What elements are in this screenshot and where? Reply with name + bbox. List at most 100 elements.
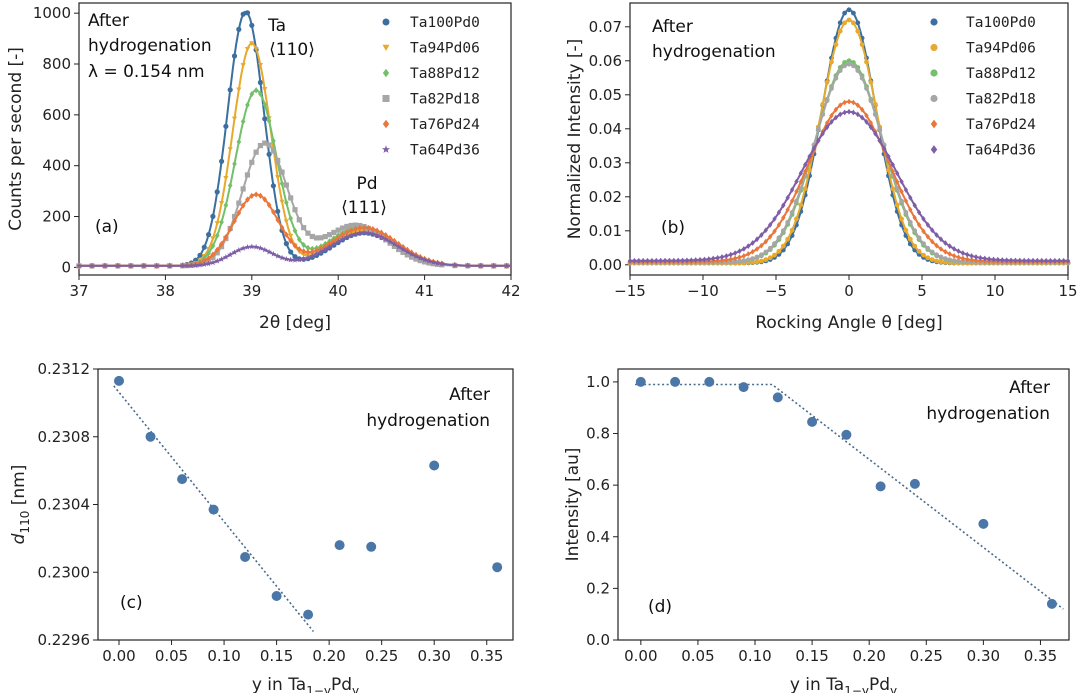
- data-point: [767, 245, 773, 251]
- data-point: [270, 148, 276, 154]
- y-tick-label: 200: [42, 208, 71, 226]
- x-tick-label: 0: [844, 282, 854, 300]
- data-point: [214, 189, 220, 195]
- data-point: [890, 168, 895, 175]
- data-point: [842, 20, 847, 26]
- data-point: [348, 222, 354, 229]
- data-point: [916, 235, 922, 241]
- data-point: [240, 552, 251, 562]
- data-point: [903, 198, 909, 204]
- data-point: [903, 210, 909, 215]
- data-point: [833, 106, 839, 113]
- data-point: [684, 257, 690, 264]
- peak-label-pd: Pd: [356, 174, 377, 194]
- data-point: [912, 243, 918, 249]
- data-point: [245, 196, 250, 203]
- x-tick-label: 0.05: [681, 647, 714, 665]
- x-tick-label: 0.20: [852, 647, 885, 665]
- y-tick-label: 800: [42, 55, 71, 73]
- data-point: [374, 232, 380, 238]
- data-point: [724, 253, 729, 259]
- axes-a: 37 38 39 40 41 42 0 200 400 600 800 1000 After hydrog…: [6, 2, 521, 333]
- data-point: [262, 101, 268, 108]
- data-point: [231, 53, 238, 59]
- data-point: [222, 254, 229, 260]
- legend-marker: [382, 68, 390, 78]
- data-point: [249, 159, 255, 165]
- data-point: [938, 246, 944, 252]
- data-point: [785, 194, 790, 201]
- data-point: [925, 233, 930, 240]
- x-tick-label: −15: [614, 282, 646, 300]
- data-point: [318, 235, 324, 241]
- legend-marker: [382, 145, 390, 153]
- data-point: [728, 256, 733, 263]
- data-point: [177, 474, 188, 485]
- y-tick-label: 1000: [33, 4, 71, 22]
- data-point: [365, 230, 372, 236]
- data-point: [627, 257, 633, 264]
- data-point: [886, 153, 891, 160]
- x-tick-label: 0.00: [624, 647, 657, 665]
- data-point: [279, 180, 285, 187]
- data-point: [754, 236, 760, 243]
- data-point: [261, 246, 268, 253]
- data-point: [223, 233, 229, 241]
- data-point: [640, 257, 646, 264]
- y-axis-label: Intensity [au]: [563, 448, 583, 562]
- data-point: [768, 233, 773, 240]
- data-point: [851, 10, 856, 16]
- data-point: [667, 257, 672, 264]
- panel-label-a: (a): [95, 217, 119, 237]
- data-point: [223, 202, 229, 209]
- data-point: [331, 229, 337, 236]
- plot-frame-a: [78, 2, 512, 276]
- data-point: [803, 168, 808, 175]
- data-point: [218, 201, 225, 206]
- data-point: [750, 240, 755, 246]
- data-point: [335, 227, 341, 233]
- data-point: [309, 253, 316, 259]
- data-point: [270, 250, 277, 257]
- y-tick-label: 0.8: [586, 425, 610, 443]
- data-point: [909, 478, 920, 489]
- legend-label: Ta64Pd36: [410, 143, 480, 159]
- data-point: [348, 232, 355, 238]
- data-point: [960, 255, 966, 262]
- data-point: [711, 255, 716, 262]
- data-point: [842, 109, 847, 116]
- data-point: [895, 170, 900, 177]
- data-point: [227, 182, 233, 189]
- data-point: [1046, 598, 1057, 609]
- data-point: [772, 392, 783, 403]
- data-point: [214, 246, 220, 254]
- data-point: [794, 216, 799, 222]
- x-axis-label: y in Ta1−yPdy: [252, 675, 359, 693]
- data-point: [662, 257, 668, 264]
- data-point: [838, 102, 843, 109]
- x-tick-label: 0.20: [312, 647, 345, 665]
- data-point: [301, 252, 307, 258]
- x-tick-label: 0.05: [155, 647, 188, 665]
- data-point: [951, 252, 957, 259]
- data-point: [244, 46, 251, 52]
- data-point: [851, 99, 856, 106]
- data-point: [794, 188, 799, 195]
- data-point: [503, 262, 510, 269]
- panel-label-d: (d): [648, 597, 672, 617]
- data-point: [794, 178, 799, 185]
- y-axis-label: Normalized Intensity [-]: [565, 39, 585, 240]
- data-point: [943, 240, 948, 246]
- data-point: [279, 254, 285, 261]
- plot-frame-c: [97, 368, 514, 641]
- data-point: [188, 262, 195, 269]
- data-point: [833, 75, 839, 81]
- data-point: [938, 254, 944, 260]
- data-point: [759, 252, 764, 258]
- legend-label: Ta100Pd0: [966, 15, 1036, 31]
- data-point: [851, 20, 856, 26]
- data-point: [789, 227, 795, 233]
- data-point: [244, 10, 251, 16]
- data-point: [1022, 257, 1027, 264]
- data-point: [875, 481, 886, 492]
